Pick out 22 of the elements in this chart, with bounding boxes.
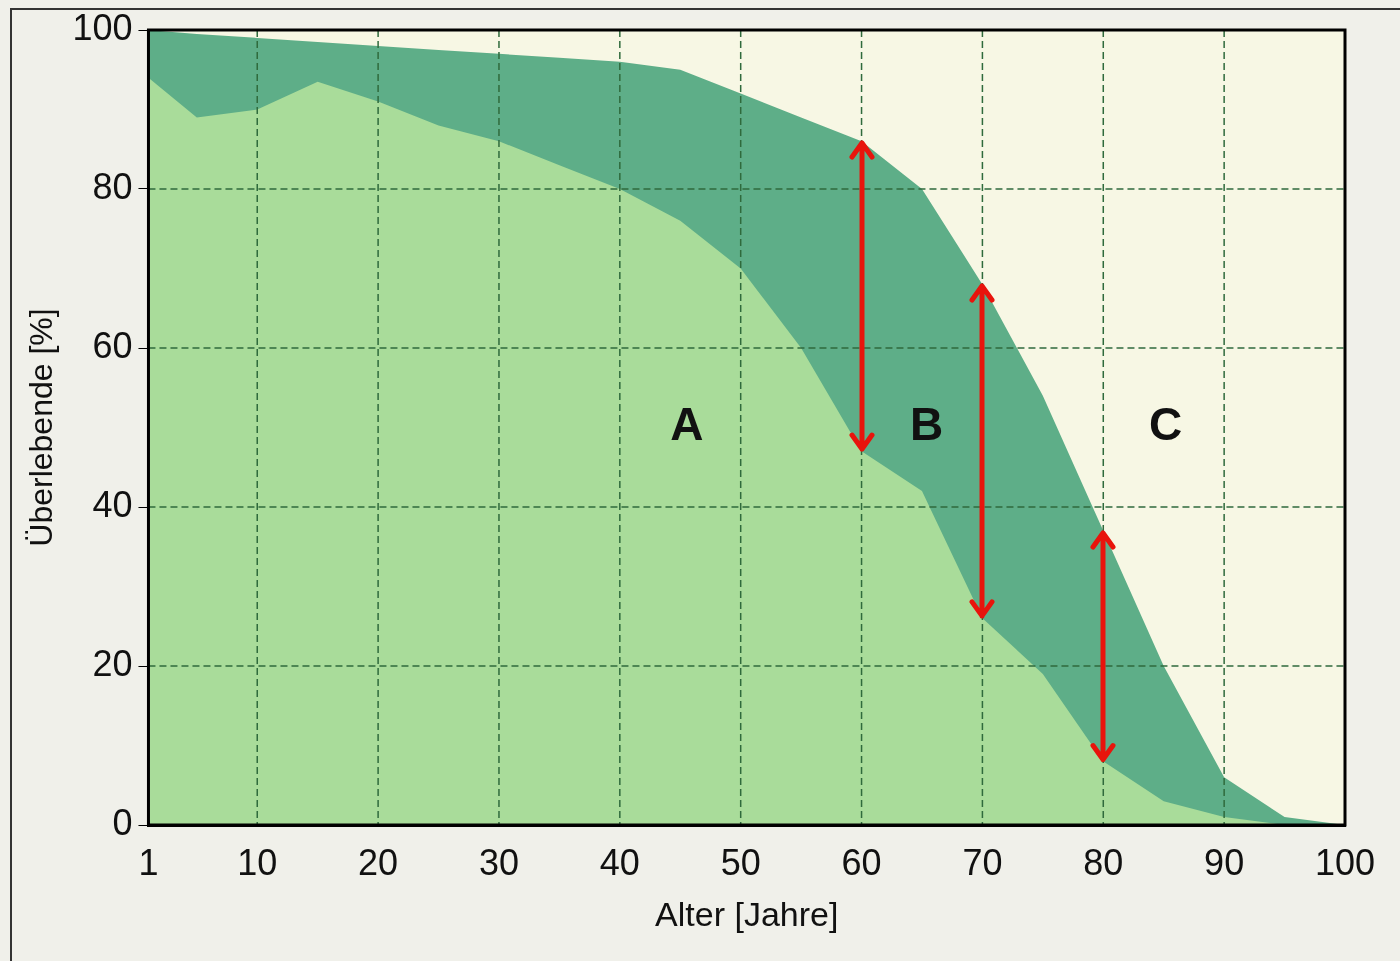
y-tick-label: 40 [92,483,133,525]
y-tick-label: 80 [92,165,133,207]
y-tick-label: 20 [92,642,133,684]
y-tick-label: 0 [112,801,133,843]
y-tick-label: 60 [92,324,133,366]
x-tick-label: 60 [841,841,882,883]
x-tick-label: 10 [237,841,278,883]
x-tick-label: 20 [358,841,399,883]
x-axis-title: Alter [Jahre] [655,894,839,933]
y-axis-title: Überlebende [%] [23,308,60,547]
y-tick-label: 100 [72,6,133,48]
annotation: A [670,398,704,451]
x-tick-label: 50 [720,841,761,883]
x-tick-label: 80 [1083,841,1124,883]
x-tick-label: 100 [1314,841,1376,883]
x-tick-label: 30 [478,841,519,883]
x-tick-label: 40 [599,841,640,883]
x-tick-label: 70 [962,841,1003,883]
annotation: C [1148,398,1183,451]
x-tick-label: 1 [138,841,159,883]
x-tick-label: 90 [1204,841,1245,883]
annotation: B [909,398,944,451]
